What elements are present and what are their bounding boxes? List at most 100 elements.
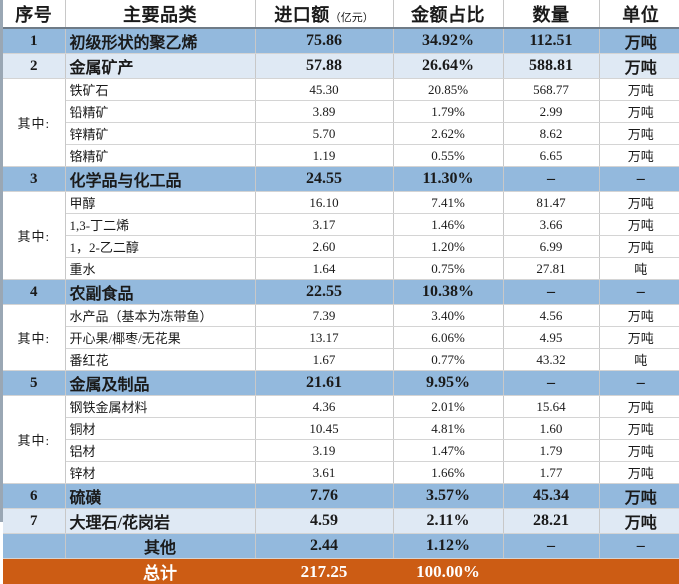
cell-quantity: 1.77 bbox=[503, 462, 599, 484]
cell-import-value: 7.39 bbox=[255, 305, 393, 327]
cell-category: 硫磺 bbox=[65, 484, 255, 509]
cell-index bbox=[3, 559, 65, 584]
cell-category: 甲醇 bbox=[65, 192, 255, 214]
cell-category: 水产品（基本为冻带鱼） bbox=[65, 305, 255, 327]
cell-quantity: 3.66 bbox=[503, 214, 599, 236]
column-header-value-share: 金额占比 bbox=[393, 0, 503, 28]
group-label-of-which: 其中: bbox=[3, 305, 65, 371]
cell-value-share: 1.79% bbox=[393, 101, 503, 123]
cell-unit: 万吨 bbox=[599, 192, 679, 214]
cell-unit: – bbox=[599, 167, 679, 192]
cell-import-value: 3.61 bbox=[255, 462, 393, 484]
cell-unit: 万吨 bbox=[599, 418, 679, 440]
cell-value-share: 7.41% bbox=[393, 192, 503, 214]
cell-value-share: 4.81% bbox=[393, 418, 503, 440]
cell-index: 1 bbox=[3, 28, 65, 54]
cell-value-share: 9.95% bbox=[393, 371, 503, 396]
cell-category: 大理石/花岗岩 bbox=[65, 509, 255, 534]
cell-category: 其他 bbox=[65, 534, 255, 559]
cell-quantity: 568.77 bbox=[503, 79, 599, 101]
cell-unit: 万吨 bbox=[599, 236, 679, 258]
cell-quantity: 28.21 bbox=[503, 509, 599, 534]
group-label-of-which: 其中: bbox=[3, 79, 65, 167]
cell-value-share: 3.40% bbox=[393, 305, 503, 327]
group-label-of-which: 其中: bbox=[3, 396, 65, 484]
cell-import-value: 1.19 bbox=[255, 145, 393, 167]
cell-unit: 万吨 bbox=[599, 145, 679, 167]
cell-import-value: 217.25 bbox=[255, 559, 393, 584]
cell-index: 3 bbox=[3, 167, 65, 192]
cell-import-value: 1.64 bbox=[255, 258, 393, 280]
cell-category: 农副食品 bbox=[65, 280, 255, 305]
column-header-import-value: 进口额（亿元） bbox=[255, 0, 393, 28]
cell-quantity: – bbox=[503, 534, 599, 559]
cell-category: 铜材 bbox=[65, 418, 255, 440]
cell-category: 金属及制品 bbox=[65, 371, 255, 396]
cell-unit: 吨 bbox=[599, 349, 679, 371]
cell-unit: 万吨 bbox=[599, 214, 679, 236]
cell-unit bbox=[599, 559, 679, 584]
cell-index: 2 bbox=[3, 54, 65, 79]
column-header-category: 主要品类 bbox=[65, 0, 255, 28]
cell-quantity: 1.60 bbox=[503, 418, 599, 440]
group-label-of-which: 其中: bbox=[3, 192, 65, 280]
cell-value-share: 1.20% bbox=[393, 236, 503, 258]
cell-unit: – bbox=[599, 534, 679, 559]
cell-value-share: 20.85% bbox=[393, 79, 503, 101]
cell-import-value: 24.55 bbox=[255, 167, 393, 192]
cell-import-value: 3.17 bbox=[255, 214, 393, 236]
cell-unit: 万吨 bbox=[599, 484, 679, 509]
cell-import-value: 7.76 bbox=[255, 484, 393, 509]
cell-unit: 万吨 bbox=[599, 305, 679, 327]
cell-import-value: 57.88 bbox=[255, 54, 393, 79]
cell-category: 铬精矿 bbox=[65, 145, 255, 167]
column-header-quantity: 数量 bbox=[503, 0, 599, 28]
cell-value-share: 0.55% bbox=[393, 145, 503, 167]
cell-quantity: 8.62 bbox=[503, 123, 599, 145]
cell-quantity: 6.65 bbox=[503, 145, 599, 167]
cell-import-value: 1.67 bbox=[255, 349, 393, 371]
cell-value-share: 1.12% bbox=[393, 534, 503, 559]
cell-category: 化学品与化工品 bbox=[65, 167, 255, 192]
cell-value-share: 6.06% bbox=[393, 327, 503, 349]
cell-category: 铁矿石 bbox=[65, 79, 255, 101]
cell-value-share: 26.64% bbox=[393, 54, 503, 79]
cell-value-share: 1.66% bbox=[393, 462, 503, 484]
cell-quantity: 588.81 bbox=[503, 54, 599, 79]
column-header-unit: 单位 bbox=[599, 0, 679, 28]
cell-value-share: 1.47% bbox=[393, 440, 503, 462]
cell-category: 总计 bbox=[65, 559, 255, 584]
cell-value-share: 3.57% bbox=[393, 484, 503, 509]
cell-index: 6 bbox=[3, 484, 65, 509]
cell-value-share: 0.77% bbox=[393, 349, 503, 371]
cell-quantity: 4.95 bbox=[503, 327, 599, 349]
column-header-import-value-label: 进口额 bbox=[274, 5, 330, 25]
cell-import-value: 10.45 bbox=[255, 418, 393, 440]
cell-quantity: 27.81 bbox=[503, 258, 599, 280]
column-header-index: 序号 bbox=[3, 0, 65, 28]
column-header-import-value-unit: （亿元） bbox=[330, 12, 374, 24]
cell-unit: 万吨 bbox=[599, 440, 679, 462]
cell-import-value: 45.30 bbox=[255, 79, 393, 101]
cell-import-value: 4.59 bbox=[255, 509, 393, 534]
cell-category: 1，2-乙二醇 bbox=[65, 236, 255, 258]
cell-quantity: – bbox=[503, 167, 599, 192]
cell-index: 5 bbox=[3, 371, 65, 396]
cell-value-share: 0.75% bbox=[393, 258, 503, 280]
cell-unit: 万吨 bbox=[599, 101, 679, 123]
